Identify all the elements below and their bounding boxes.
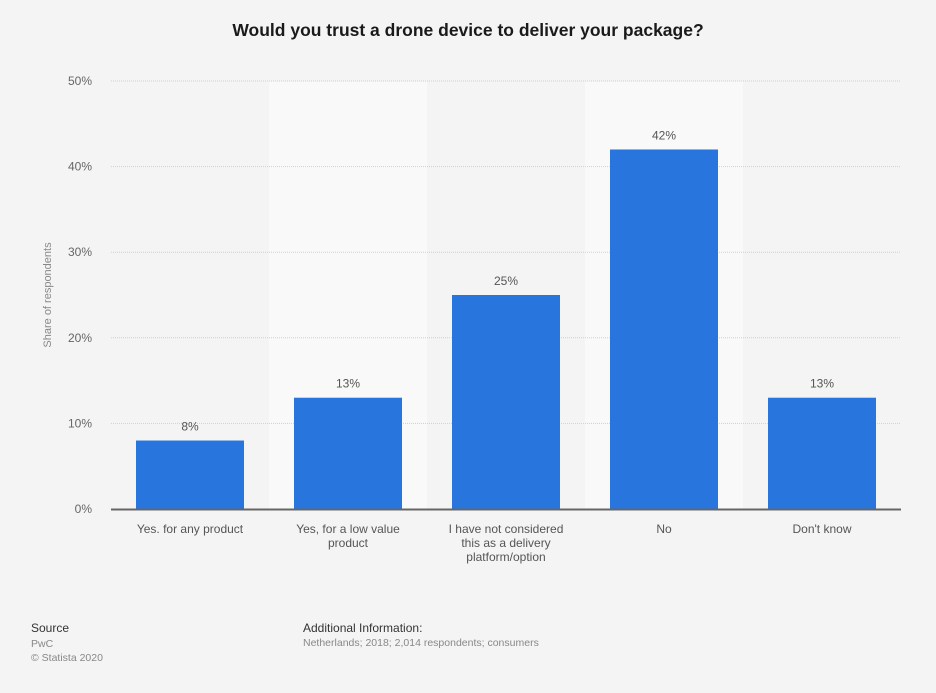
bar[interactable] bbox=[610, 149, 718, 510]
data-label: 13% bbox=[810, 377, 834, 391]
bar[interactable] bbox=[768, 397, 876, 509]
x-tick-label: I have not considered this as a delivery p… bbox=[449, 522, 564, 564]
y-tick-label: 10% bbox=[68, 416, 92, 430]
y-tick-label: 50% bbox=[68, 74, 92, 88]
bar-chart: 0% 10% 20% 30% 40% 50% Share of respondents 8% Y… bbox=[42, 74, 901, 564]
y-tick-label: 30% bbox=[68, 245, 92, 259]
source-name: PwC bbox=[31, 638, 54, 650]
y-axis-label: Share of respondents bbox=[42, 242, 54, 348]
x-tick-label: Yes, for a low value product bbox=[296, 522, 400, 550]
x-tick-label: No bbox=[656, 522, 672, 536]
chart-title: Would you trust a drone device to delive… bbox=[232, 20, 704, 40]
source-text: PwC © Statista 2020 bbox=[31, 637, 103, 665]
x-tick-label: Don't know bbox=[793, 522, 852, 536]
bar[interactable] bbox=[136, 440, 244, 509]
y-tick-label: 20% bbox=[68, 331, 92, 345]
additional-info-heading: Additional Information: bbox=[303, 621, 423, 635]
data-label: 13% bbox=[336, 377, 360, 391]
data-label: 25% bbox=[494, 274, 518, 288]
source-heading: Source bbox=[31, 621, 70, 635]
y-tick-label: 0% bbox=[75, 502, 93, 516]
bar[interactable] bbox=[452, 295, 560, 509]
copyright: © Statista 2020 bbox=[31, 652, 103, 664]
data-label: 42% bbox=[652, 128, 676, 142]
x-tick-label: Yes. for any product bbox=[137, 522, 244, 536]
data-label: 8% bbox=[181, 420, 199, 434]
bar[interactable] bbox=[294, 397, 402, 509]
additional-info-text: Netherlands; 2018; 2,014 respondents; co… bbox=[303, 637, 539, 649]
y-tick-label: 40% bbox=[68, 160, 92, 174]
